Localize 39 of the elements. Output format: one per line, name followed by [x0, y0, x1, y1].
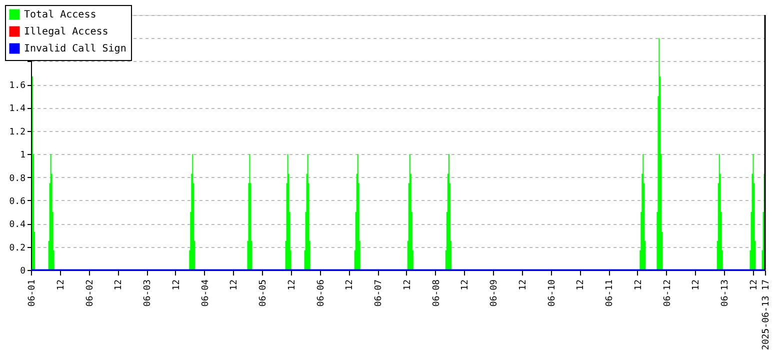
y-tick-label: 0.6: [9, 196, 26, 207]
x-tick-label: 2025-06-13 17: [762, 280, 772, 350]
y-tick-label: 0: [20, 266, 26, 276]
x-tick-label: 12: [749, 280, 760, 290]
x-tick-label: 06-05: [258, 280, 269, 307]
y-tick-label: 1.2: [9, 127, 26, 138]
x-tick-label: 12: [692, 280, 702, 290]
x-tick-label: 06-03: [143, 280, 154, 307]
x-tick-label: 06-11: [605, 280, 616, 307]
x-tick-label: 12: [460, 280, 471, 290]
x-tick-label: 06-12: [662, 280, 673, 307]
y-tick-label: 0.8: [9, 174, 26, 184]
x-tick-label: 12: [56, 280, 66, 290]
x-tick-label: 12: [287, 280, 298, 290]
y-tick-label: 1.4: [9, 104, 26, 114]
x-tick-label: 12: [518, 280, 528, 290]
x-tick-label: 12: [172, 280, 182, 290]
x-tick-label: 06-04: [200, 280, 211, 307]
x-tick-label: 12: [230, 280, 240, 290]
x-tick-label: 12: [576, 280, 586, 290]
x-tick-label: 06-07: [374, 280, 384, 307]
x-tick-label: 12: [114, 280, 124, 290]
x-tick-label: 06-08: [432, 280, 442, 307]
x-tick-label: 12: [402, 280, 413, 290]
legend-label: Invalid Call Sign: [24, 44, 126, 54]
y-tick-label: 1.6: [9, 81, 26, 92]
legend-label: Illegal Access: [24, 26, 108, 38]
x-tick-label: 06-01: [28, 280, 38, 307]
x-tick-label: 12: [634, 280, 644, 290]
x-tick-label: 06-13: [720, 280, 731, 307]
x-tick-label: 06-02: [85, 280, 96, 307]
legend-label: Total Access: [24, 10, 96, 20]
x-tick-label: 06-06: [316, 280, 326, 307]
x-tick-label: 12: [345, 280, 356, 290]
y-tick-label: 1: [20, 150, 26, 161]
x-tick-label: 06-10: [547, 280, 558, 307]
y-tick-label: 0.2: [9, 243, 26, 254]
x-tick-label: 06-09: [490, 280, 500, 307]
y-tick-label: 0.4: [9, 220, 26, 230]
